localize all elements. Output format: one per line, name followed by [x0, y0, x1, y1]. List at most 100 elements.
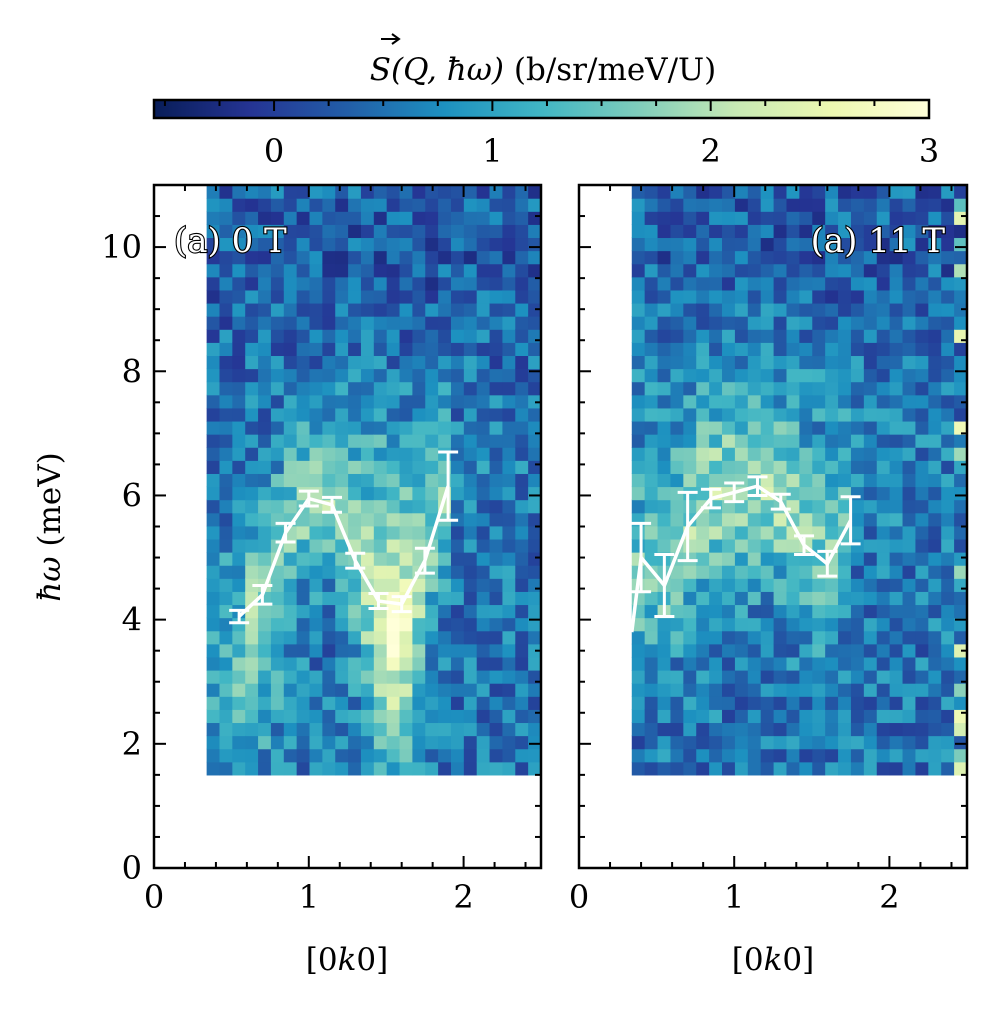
intensity-cell: [206, 329, 221, 343]
intensity-cell: [438, 525, 452, 540]
intensity-cell: [322, 591, 336, 606]
intensity-cell: [463, 617, 478, 632]
intensity-cell: [322, 630, 336, 645]
intensity-cell: [335, 735, 349, 750]
intensity-map-0T: [206, 185, 542, 776]
intensity-cell: [438, 630, 452, 645]
intensity-cell: [644, 394, 659, 409]
intensity-cell: [425, 420, 439, 435]
intensity-cell: [232, 329, 246, 343]
intensity-cell: [734, 656, 749, 671]
intensity-cell: [528, 552, 542, 566]
colorbar-tick-label: 0: [264, 132, 284, 170]
intensity-cell: [476, 381, 491, 396]
intensity-cell: [322, 617, 336, 632]
intensity-cell: [644, 185, 659, 199]
intensity-cell: [670, 748, 684, 763]
intensity-cell: [889, 316, 904, 330]
intensity-cell: [863, 263, 878, 278]
intensity-cell: [309, 578, 323, 592]
intensity-cell: [335, 302, 349, 317]
intensity-cell: [219, 643, 233, 658]
intensity-cell: [863, 525, 878, 540]
intensity-cell: [515, 447, 529, 461]
intensity-cell: [747, 591, 762, 606]
intensity-cell: [709, 473, 723, 488]
intensity-cell: [941, 709, 955, 724]
intensity-cell: [360, 460, 375, 474]
intensity-cell: [941, 420, 955, 435]
intensity-cell: [902, 394, 917, 409]
intensity-cell: [928, 302, 942, 317]
intensity-cell: [799, 276, 813, 291]
intensity-cell: [360, 696, 375, 710]
intensity-cell: [206, 591, 221, 606]
intensity-cell: [270, 735, 285, 750]
intensity-cell: [296, 224, 311, 239]
intensity-cell: [232, 276, 246, 291]
intensity-cell: [476, 355, 491, 370]
intensity-cell: [644, 407, 659, 422]
intensity-cell: [335, 683, 349, 697]
intensity-cell: [902, 276, 917, 291]
intensity-cell: [722, 329, 736, 343]
intensity-cell: [747, 722, 762, 737]
intensity-cell: [232, 499, 246, 514]
intensity-cell: [812, 696, 826, 710]
intensity-cell: [348, 735, 362, 750]
intensity-cell: [322, 696, 336, 710]
intensity-cell: [502, 499, 516, 514]
intensity-cell: [335, 329, 349, 343]
intensity-cell: [812, 656, 826, 671]
intensity-cell: [722, 185, 736, 199]
intensity-cell: [631, 420, 646, 435]
intensity-cell: [941, 552, 955, 566]
intensity-cell: [348, 630, 362, 645]
intensity-cell: [838, 434, 852, 448]
intensity-cell: [825, 473, 839, 488]
intensity-cell: [399, 407, 413, 422]
intensity-cell: [450, 420, 465, 435]
intensity-cell: [863, 447, 878, 461]
intensity-cell: [876, 565, 891, 579]
intensity-cell: [258, 263, 272, 278]
intensity-cell: [670, 237, 684, 252]
intensity-cell: [709, 276, 723, 291]
colorbar-gradient: [154, 100, 929, 118]
intensity-cell: [373, 434, 388, 448]
intensity-cell: [348, 237, 362, 252]
intensity-cell: [696, 630, 710, 645]
intensity-cell: [670, 761, 684, 776]
intensity-cell: [722, 630, 736, 645]
intensity-cell: [773, 289, 788, 304]
intensity-cell: [786, 486, 800, 501]
intensity-cell: [734, 381, 749, 396]
intensity-cell: [206, 289, 221, 304]
intensity-cell: [722, 211, 736, 225]
intensity-cell: [206, 696, 221, 710]
intensity-cell: [670, 447, 684, 461]
intensity-cell: [399, 748, 413, 763]
intensity-cell: [528, 617, 542, 632]
intensity-cell: [760, 434, 775, 448]
intensity-cell: [206, 185, 221, 199]
intensity-cell: [463, 342, 478, 357]
intensity-cell: [335, 538, 349, 553]
intensity-cell: [206, 368, 221, 383]
intensity-cell: [438, 250, 452, 265]
intensity-cell: [335, 250, 349, 265]
intensity-cell: [438, 643, 452, 658]
intensity-cell: [438, 355, 452, 370]
intensity-cell: [915, 224, 929, 239]
intensity-cell: [863, 722, 878, 737]
intensity-cell: [245, 696, 259, 710]
intensity-cell: [915, 237, 929, 252]
intensity-cell: [283, 394, 298, 409]
intensity-cell: [348, 512, 362, 527]
intensity-cell: [425, 486, 439, 501]
intensity-cell: [915, 630, 929, 645]
intensity-cell: [902, 460, 917, 474]
intensity-cell: [773, 552, 788, 566]
y-tick-label: 6: [122, 476, 142, 514]
intensity-cell: [399, 263, 413, 278]
